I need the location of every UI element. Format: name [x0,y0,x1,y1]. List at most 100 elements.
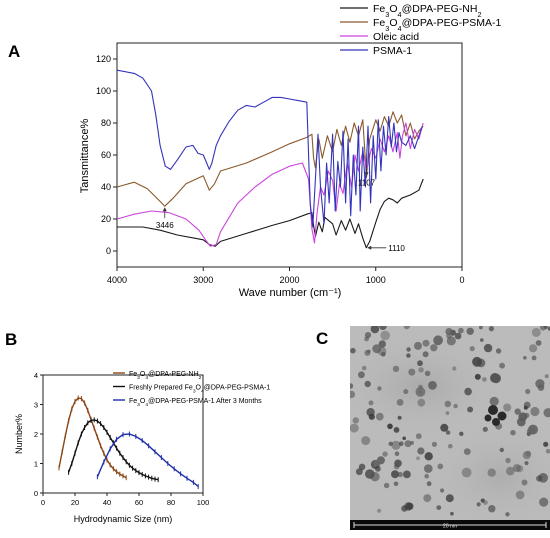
nanoparticle [445,430,451,435]
dls-series-line [58,397,127,479]
nanoparticle [377,386,382,391]
nanoparticle [464,387,472,396]
panel-label-b: B [5,330,18,349]
nanoparticle [525,388,531,395]
annotation-arrowhead [367,245,372,250]
nanoparticle-group [350,326,550,517]
ftir-y-tick-label: 100 [96,86,111,96]
nanoparticle [403,470,411,479]
ftir-y-tick-label: 80 [101,118,111,128]
nanoparticle [394,451,400,456]
nanoparticle [450,511,454,516]
ftir-y-tick-label: 60 [101,150,111,160]
nanoparticle [522,451,531,460]
nanoparticle [444,400,452,408]
ftir-y-tick-label: 40 [101,182,111,192]
nanoparticle [379,326,387,330]
dls-legend-label: Freshly Prepared Fe3O4@DPA-PEG-PSMA-1 [129,385,270,395]
nanoparticle [459,431,464,436]
nanoparticle [446,336,456,346]
nanoparticle [544,374,549,379]
ftir-series-line [117,178,424,249]
nanoparticle-cluster [492,418,500,426]
nanoparticle [391,470,399,479]
nanoparticle [482,377,487,382]
dls-y-axis-label: Number% [14,414,24,454]
nanoparticle [424,370,431,377]
nanoparticle [424,464,433,473]
nanoparticle [482,426,488,432]
dls-tick-group: 0 20 40 60 80 100 0 1 2 3 4 [34,371,209,507]
nanoparticle [543,441,549,447]
nanoparticle [361,436,371,446]
nanoparticle [510,430,516,436]
nanoparticle [480,338,484,342]
nanoparticle [440,423,449,432]
tem-micrograph: 20 nm [350,326,550,530]
ftir-y-tick-label: 20 [101,214,111,224]
nanoparticle [382,451,388,457]
nanoparticle [417,398,426,407]
dls-y-tick-label: 1 [34,460,38,469]
ftir-legend-label: PSMA-1 [373,45,412,57]
nanoparticle [414,341,422,350]
nanoparticle [495,348,502,354]
nanoparticle [458,327,464,334]
nanoparticle [445,411,450,415]
nanoparticle [487,468,496,477]
ftir-annotation-group: 3446 1107 1110 [156,165,405,253]
nanoparticle [499,362,505,369]
nanoparticle [489,396,499,406]
nanoparticle [452,366,457,371]
dls-x-tick-label: 80 [167,498,175,507]
nanoparticle [370,326,380,334]
dls-y-tick-label: 3 [34,401,38,410]
dls-legend-label: Fe3O4@DPA-PEG-NH2 [129,371,202,381]
nanoparticle [406,347,411,352]
nanoparticle [514,408,521,415]
dls-y-tick-label: 0 [34,489,38,498]
nanoparticle [499,447,504,453]
nanoparticle [526,427,534,435]
dls-chart: 0 20 40 60 80 100 0 1 2 3 4 Number% Hydrodynamic S… [14,371,270,524]
nanoparticle [424,452,433,461]
nanoparticle [375,465,381,472]
nanoparticle [406,353,411,358]
nanoparticle [391,440,401,450]
nanoparticle [445,328,453,336]
nanoparticle [352,417,359,424]
nanoparticle [350,390,356,399]
nanoparticle [540,326,547,331]
nanoparticle [415,387,426,397]
nanoparticle [377,508,382,513]
nanoparticle [396,399,404,406]
nanoparticle-cluster [488,405,498,415]
ftir-x-axis-label: Wave number (cm⁻¹) [239,287,342,299]
nanoparticle [433,335,443,346]
nanoparticle [445,494,454,503]
nanoparticle [490,373,500,383]
scale-bar-label: 20 nm [443,524,457,530]
nanoparticle [547,326,550,331]
nanoparticle [448,443,453,449]
ftir-x-tick-label: 1000 [366,275,386,285]
dls-y-tick-label: 2 [34,430,38,439]
nanoparticle [436,505,442,510]
ftir-legend-label: Fe3O4@DPA-PEG-NH2 [373,3,482,19]
nanoparticle [368,400,374,406]
annotation-label: 1110 [388,244,405,253]
nanoparticle [415,433,422,440]
nanoparticle [380,330,390,341]
nanoparticle [523,356,527,360]
nanoparticle [416,456,420,461]
nanoparticle [401,505,408,512]
nanoparticle [483,343,493,353]
nanoparticle [417,447,425,455]
nanoparticle [418,367,424,373]
nanoparticle [392,365,400,373]
nanoparticle [535,340,542,346]
nanoparticle [383,482,390,489]
nanoparticle [505,457,511,464]
nanoparticle-cluster [484,414,492,422]
nanoparticle [430,344,438,352]
